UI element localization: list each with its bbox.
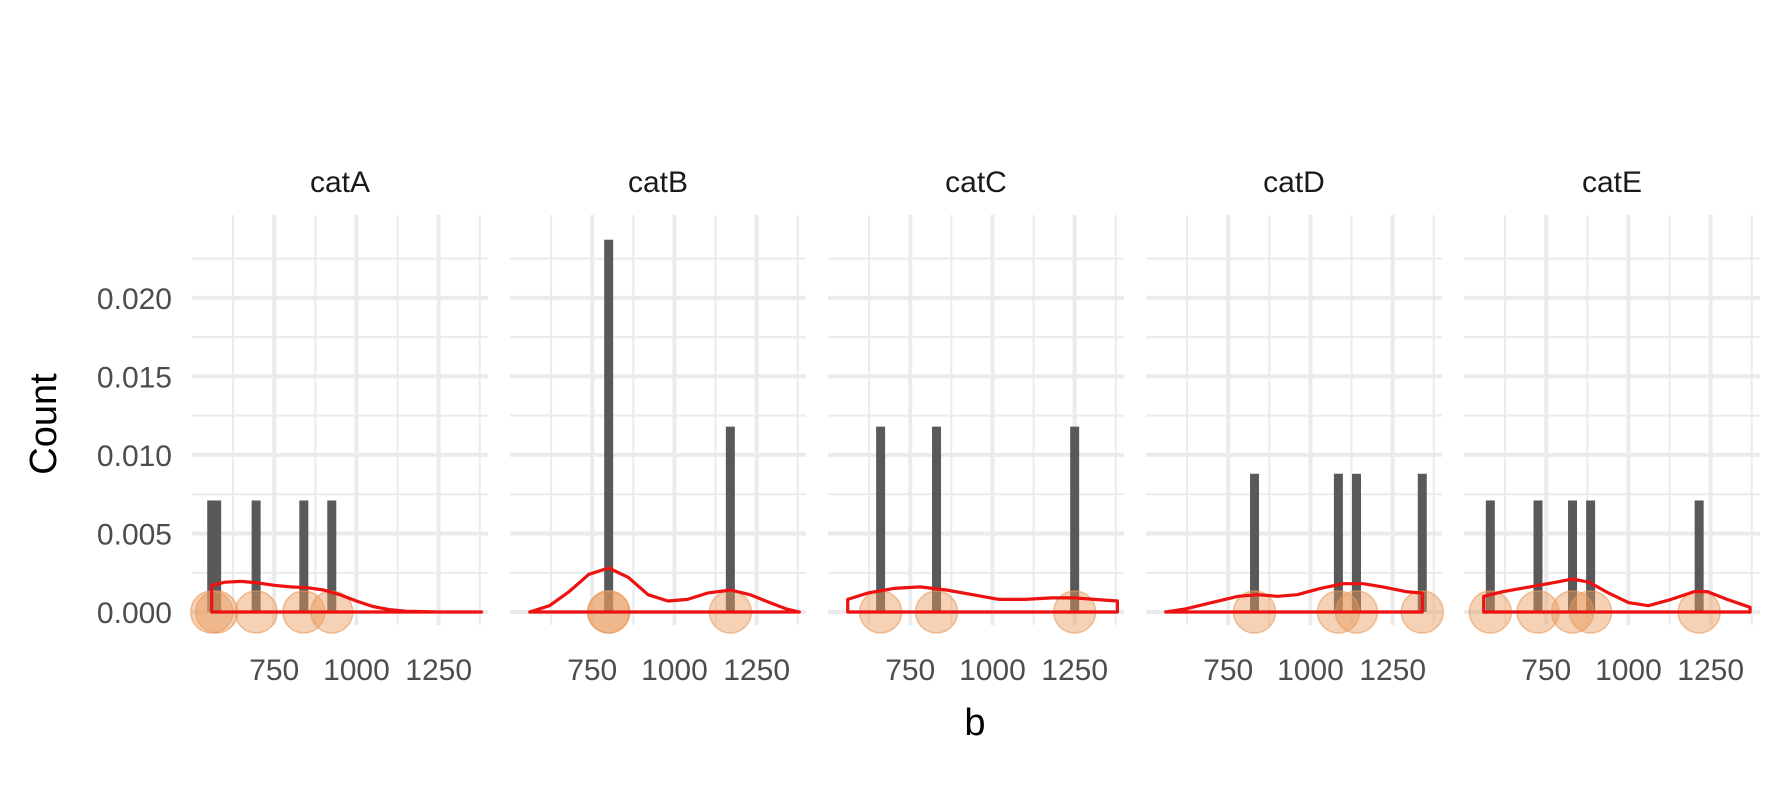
chart-panels: catA 750 1000 1250 catB 750 1000 1250 catC 750 100… <box>189 166 1760 687</box>
x-tick-label: 750 <box>885 654 935 687</box>
panel-catE: catE 750 1000 1250 <box>1464 166 1760 687</box>
panel-title: catB <box>628 166 688 199</box>
histogram-bar <box>604 239 614 612</box>
panel-title: catD <box>1263 166 1325 199</box>
panel-title: catE <box>1582 166 1642 199</box>
histogram-bar <box>251 500 261 612</box>
x-tick-label: 1250 <box>1041 654 1108 687</box>
histogram-bar <box>1070 426 1080 612</box>
x-tick-label: 1000 <box>1277 654 1344 687</box>
histogram-bar <box>1351 473 1361 612</box>
y-axis-ticks: 0.000 0.005 0.010 0.015 0.020 <box>97 283 172 630</box>
x-tick-label: 750 <box>249 654 299 687</box>
x-axis-title: b <box>964 702 985 744</box>
panel-grid <box>192 215 488 625</box>
x-tick-label: 1000 <box>959 654 1026 687</box>
y-tick-label: 0.020 <box>97 283 172 316</box>
histogram-bar <box>1250 473 1260 612</box>
x-tick-label: 1250 <box>723 654 790 687</box>
y-tick-label: 0.000 <box>97 597 172 630</box>
histogram-bar <box>1586 500 1596 612</box>
histogram-bar <box>1417 473 1427 612</box>
histogram-bar <box>1568 500 1578 612</box>
y-tick-label: 0.010 <box>97 440 172 473</box>
density-curve <box>1482 577 1752 614</box>
histogram-bar <box>299 500 309 612</box>
y-axis-title: Count <box>23 373 65 475</box>
y-tick-label: 0.005 <box>97 518 172 551</box>
density-curve <box>528 566 801 614</box>
x-tick-label: 1000 <box>1595 654 1662 687</box>
panel-title: catA <box>310 166 370 199</box>
x-tick-label: 750 <box>1521 654 1571 687</box>
histogram-bar <box>876 426 886 612</box>
histogram-bar <box>1485 500 1495 612</box>
x-tick-label: 1250 <box>405 654 472 687</box>
x-tick-label: 750 <box>1203 654 1253 687</box>
histogram-bar <box>932 426 942 612</box>
histogram-bar <box>207 500 217 612</box>
density-curve <box>1164 582 1424 614</box>
panel-catA: catA 750 1000 1250 <box>189 166 488 687</box>
panel-catD: catD 750 1000 1250 <box>1146 166 1445 687</box>
panel-grid <box>828 215 1124 625</box>
panel-grid <box>1146 215 1442 625</box>
histogram-bar <box>1533 500 1543 612</box>
density-curve <box>846 585 1119 614</box>
y-tick-label: 0.015 <box>97 361 172 394</box>
x-tick-label: 1250 <box>1359 654 1426 687</box>
panel-title: catC <box>945 166 1007 199</box>
histogram-bar <box>725 426 735 612</box>
density-curve <box>210 579 483 614</box>
histogram-bar <box>212 500 222 612</box>
panel-grid <box>1464 215 1760 625</box>
histogram-bar <box>1694 500 1704 612</box>
x-tick-label: 1000 <box>323 654 390 687</box>
x-tick-label: 1000 <box>641 654 708 687</box>
x-tick-label: 750 <box>567 654 617 687</box>
x-tick-label: 1250 <box>1677 654 1744 687</box>
panel-catC: catC 750 1000 1250 <box>828 166 1124 687</box>
histogram-bar <box>327 500 337 612</box>
panel-catB: catB 750 1000 1250 <box>510 166 806 687</box>
panel-grid <box>510 215 806 625</box>
histogram-bar <box>1333 473 1343 612</box>
